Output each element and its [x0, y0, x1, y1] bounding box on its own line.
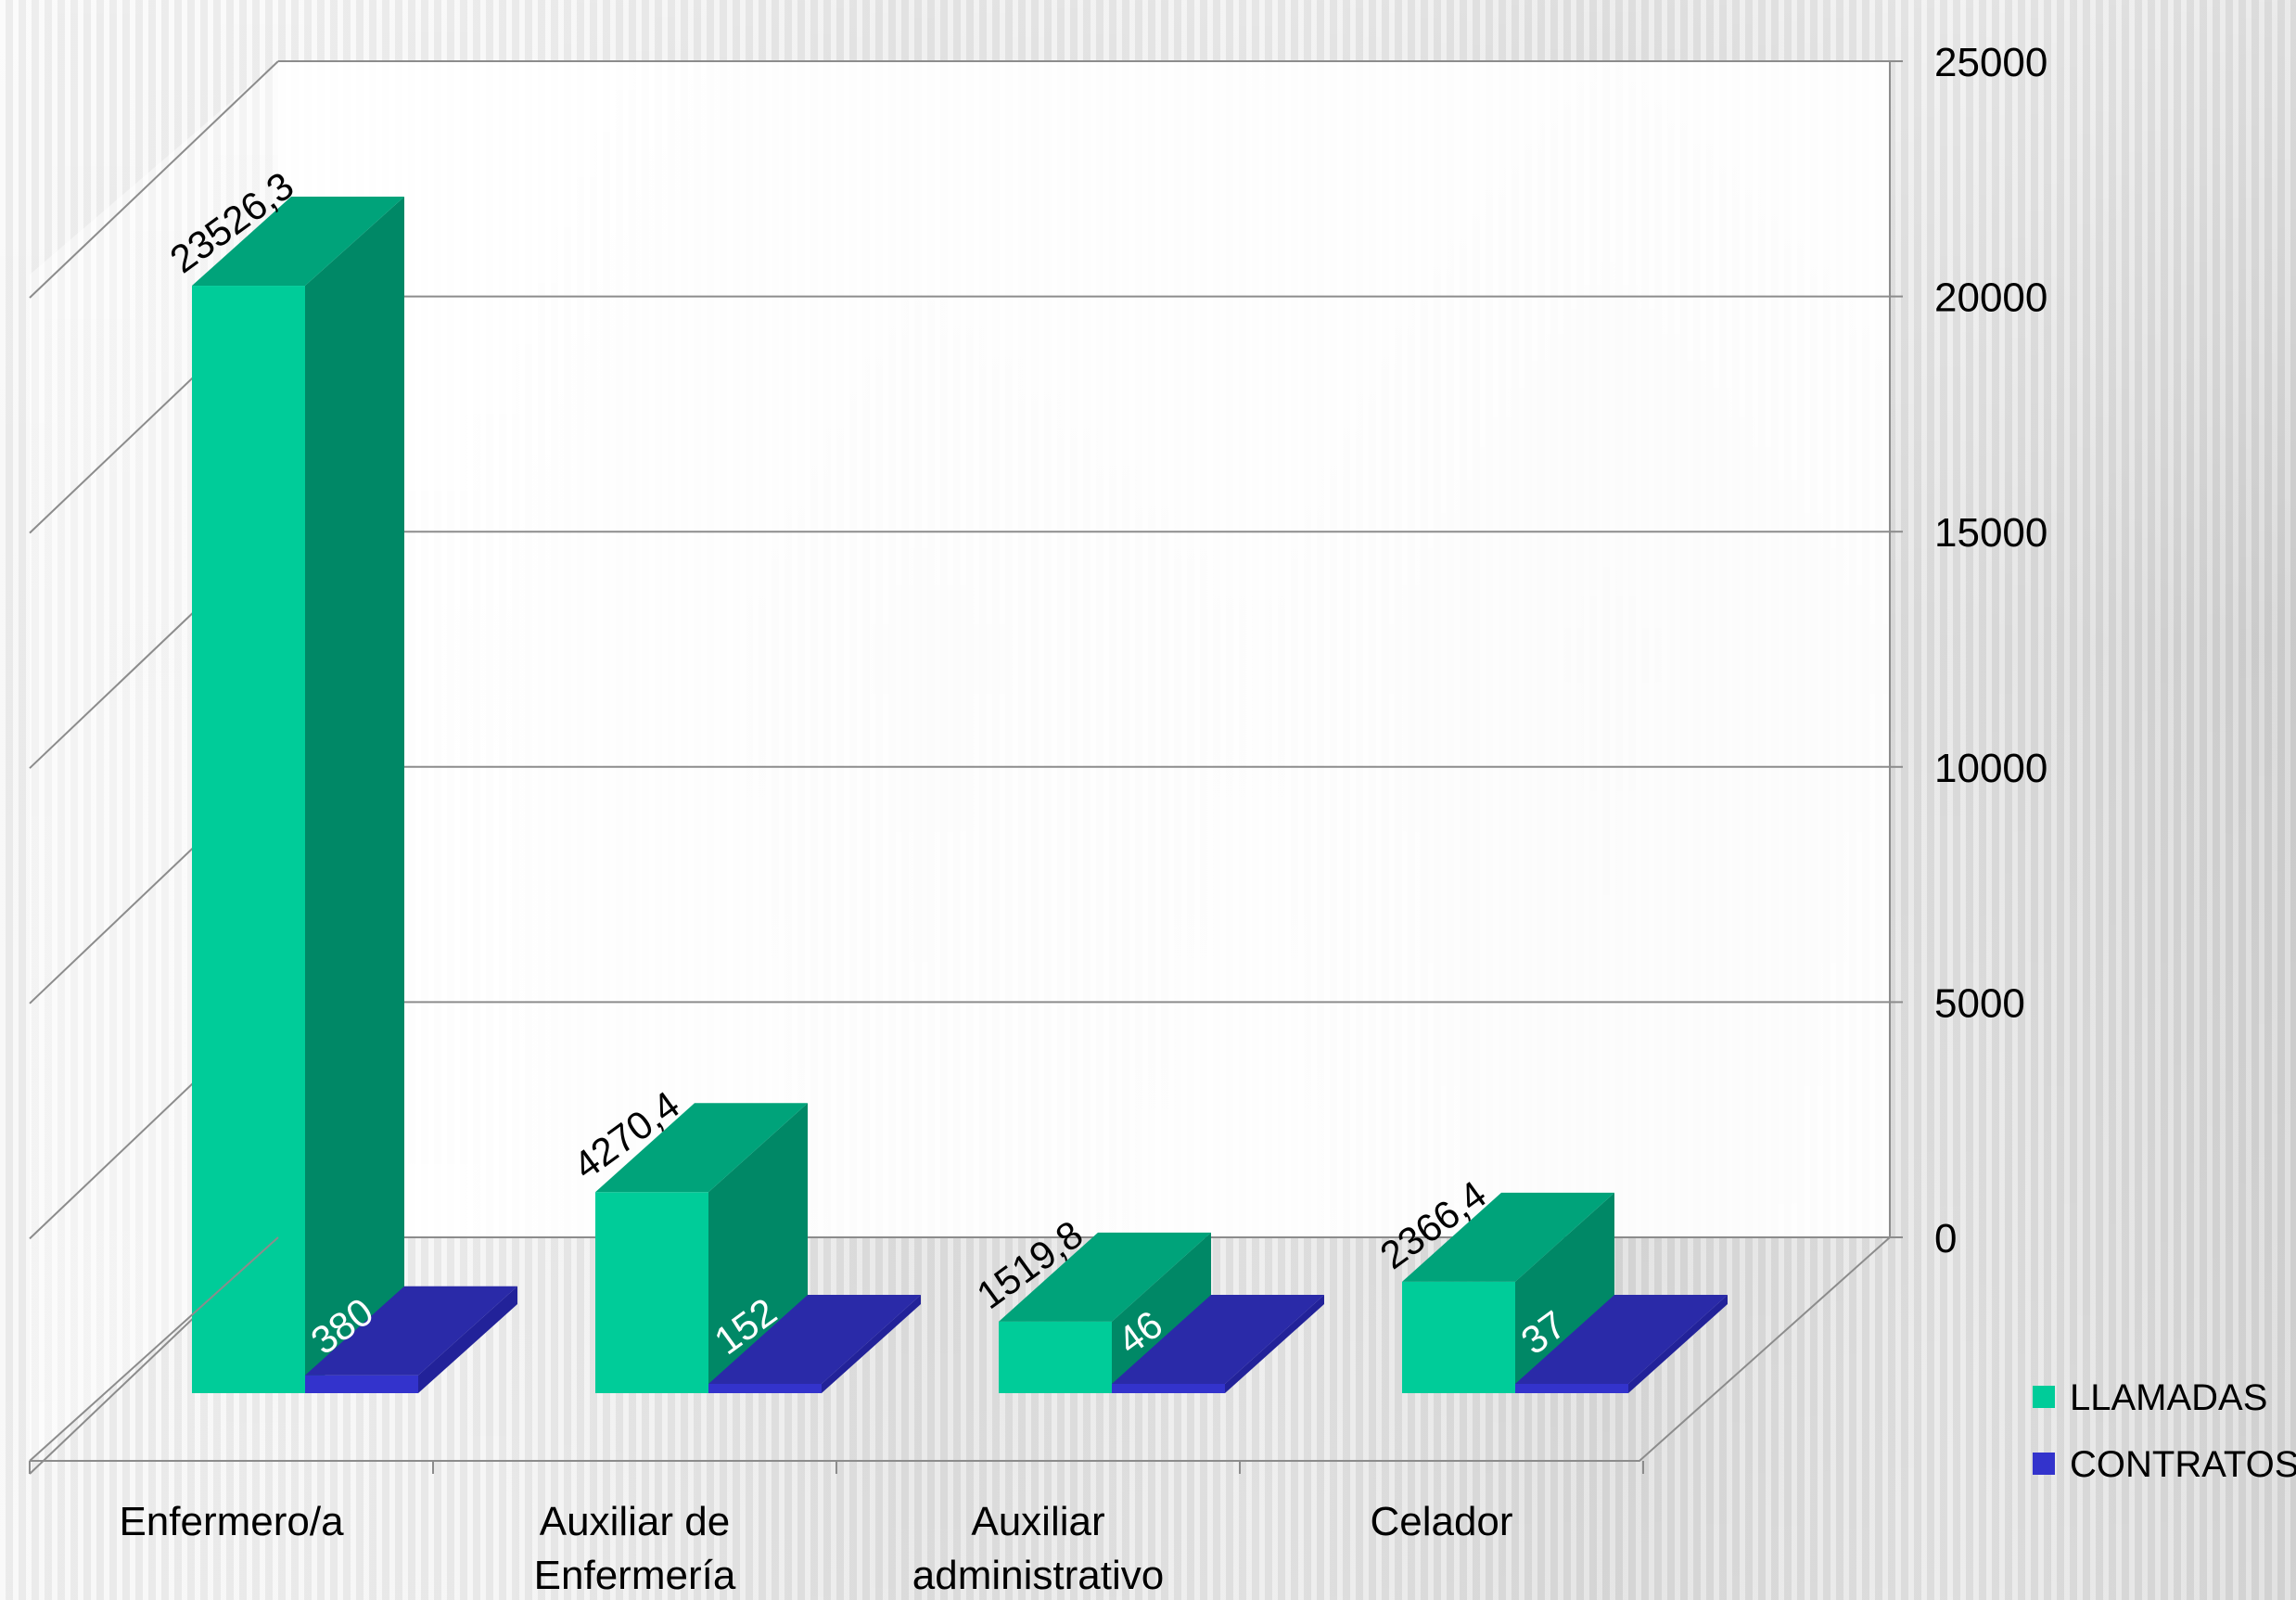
bar-front-0 [595, 1192, 708, 1393]
bar-top-1 [305, 1286, 517, 1376]
bar-top-1 [1112, 1295, 1324, 1384]
bars [192, 197, 1728, 1393]
bar-top-1 [708, 1295, 921, 1384]
bar-top-0 [1402, 1192, 1614, 1282]
bar-front-1 [1515, 1384, 1628, 1393]
bar-side-0 [305, 197, 404, 1393]
bar-front-1 [305, 1375, 418, 1393]
category-label: Auxiliar [971, 1499, 1104, 1544]
bar-front-1 [708, 1384, 822, 1393]
legend-swatch [2033, 1386, 2055, 1408]
bar-top-1 [1515, 1295, 1728, 1384]
category-label: Auxiliar de [540, 1499, 730, 1544]
gridline-side [29, 60, 279, 299]
legend: LLAMADAS CONTRATOS [2033, 1377, 2296, 1485]
bar-front-1 [1112, 1384, 1225, 1393]
y-tick-label: 5000 [1934, 980, 2025, 1026]
bar-side-1 [1225, 1295, 1324, 1393]
y-tick-label: 15000 [1934, 510, 2047, 556]
category-axis: Enfermero/a Auxiliar de Enfermería Auxiliar… [29, 1236, 1891, 1598]
bar-side-1 [822, 1295, 921, 1393]
bar-front-0 [1402, 1281, 1515, 1393]
bar-side-1 [418, 1286, 517, 1393]
bar-top-0 [595, 1103, 808, 1193]
legend-label: CONTRATOS [2070, 1444, 2296, 1485]
back-wall [278, 61, 1890, 1237]
category-label: Enfermero/a [119, 1499, 344, 1544]
bar-side-1 [1628, 1295, 1728, 1393]
value-axis-ticks: 0 5000 10000 15000 20000 25000 [1934, 40, 2047, 1261]
legend-label: LLAMADAS [2070, 1377, 2267, 1418]
bar-front-0 [999, 1321, 1112, 1393]
category-label: administrativo [912, 1553, 1164, 1598]
y-tick-label: 20000 [1934, 275, 2047, 321]
bar-side-0 [1112, 1232, 1211, 1393]
category-label: Celador [1370, 1499, 1512, 1544]
legend-swatch [2033, 1453, 2055, 1475]
bar-top-0 [999, 1232, 1211, 1322]
y-tick-label: 0 [1934, 1216, 1957, 1261]
y-tick-label: 25000 [1934, 40, 2047, 85]
bar-side-0 [1515, 1192, 1614, 1393]
floor-side-edge [29, 1236, 279, 1462]
bar-front-0 [192, 286, 305, 1393]
category-label: Enfermería [534, 1553, 736, 1598]
y-tick-label: 10000 [1934, 746, 2047, 791]
floor-edge [30, 1236, 1891, 1462]
bar-top-0 [192, 197, 404, 287]
